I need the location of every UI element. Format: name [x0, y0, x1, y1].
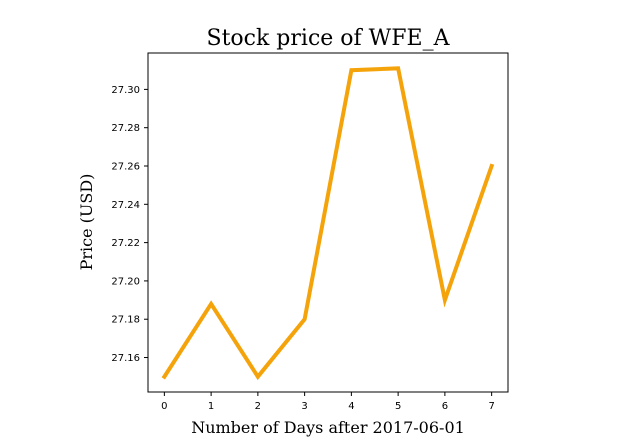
x-tick-label: 5	[395, 401, 401, 412]
plot-area: 27.16 27.18 27.20 27.22 27.24 27.26 27.28 27.30…	[111, 52, 509, 412]
x-tick-label: 3	[301, 401, 307, 412]
y-tick-label: 27.18	[111, 315, 140, 326]
x-axis-label: Number of Days after 2017-06-01	[191, 418, 465, 437]
x-axis-ticks: 0 1 2 3 4 5 6 7	[161, 392, 495, 412]
x-tick-label: 6	[442, 401, 448, 412]
y-tick-label: 27.24	[111, 200, 140, 211]
y-tick-label: 27.22	[111, 238, 140, 249]
x-tick-label: 7	[488, 401, 494, 412]
plot-frame	[147, 52, 509, 393]
y-tick-label: 27.28	[111, 123, 140, 134]
chart-title: Stock price of WFE_A	[207, 26, 451, 51]
y-axis-label: Price (USD)	[77, 174, 96, 271]
y-tick-label: 27.20	[111, 276, 140, 287]
y-tick-label: 27.30	[111, 85, 140, 96]
y-tick-label: 27.16	[111, 353, 140, 364]
x-tick-label: 2	[255, 401, 261, 412]
y-axis-ticks: 27.16 27.18 27.20 27.22 27.24 27.26 27.28 27.30	[111, 85, 148, 364]
x-tick-label: 0	[161, 401, 167, 412]
x-tick-label: 1	[208, 401, 214, 412]
x-tick-label: 4	[348, 401, 354, 412]
price-series-line	[161, 66, 495, 381]
y-tick-label: 27.26	[111, 162, 140, 173]
